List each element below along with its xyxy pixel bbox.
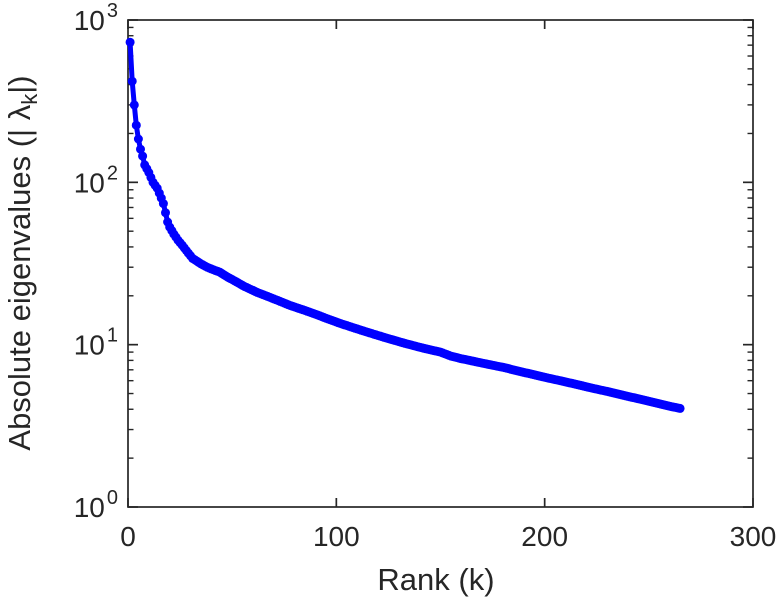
eigenvalue-line [127,39,683,411]
y-axis-label: Absolute eigenvalues (| λk|) [2,75,42,450]
data-point-marker [129,100,139,110]
data-point-marker [161,208,170,218]
data-point-marker [138,151,148,161]
x-tick-label: 0 [120,521,136,552]
data-point-marker [136,144,145,154]
data-point-marker [675,403,685,413]
x-axis-label: Rank (k) [377,562,494,597]
data-point-marker [131,120,141,130]
data-point-marker [133,134,143,144]
lambda-symbol: λ [2,104,37,120]
x-tick-label: 300 [730,521,777,552]
data-point-marker [158,199,168,209]
y-axis-label-prefix: Absolute eigenvalues (| [2,120,37,450]
y-axis-label-suffix: |) [2,75,37,93]
y-tick-label: 10 0 [74,487,118,523]
eigenvalue-curve [125,37,685,413]
lambda-subscript: k [17,93,42,105]
y-tick-label: 10 1 [74,325,118,361]
x-tick-label: 200 [521,521,568,552]
y-tick-label: 10 3 [74,0,118,36]
data-point-marker [127,76,137,86]
data-point-marker [125,37,135,47]
y-tick-label: 10 2 [74,162,118,198]
plot-box [127,19,754,508]
x-tick-label: 100 [313,521,360,552]
